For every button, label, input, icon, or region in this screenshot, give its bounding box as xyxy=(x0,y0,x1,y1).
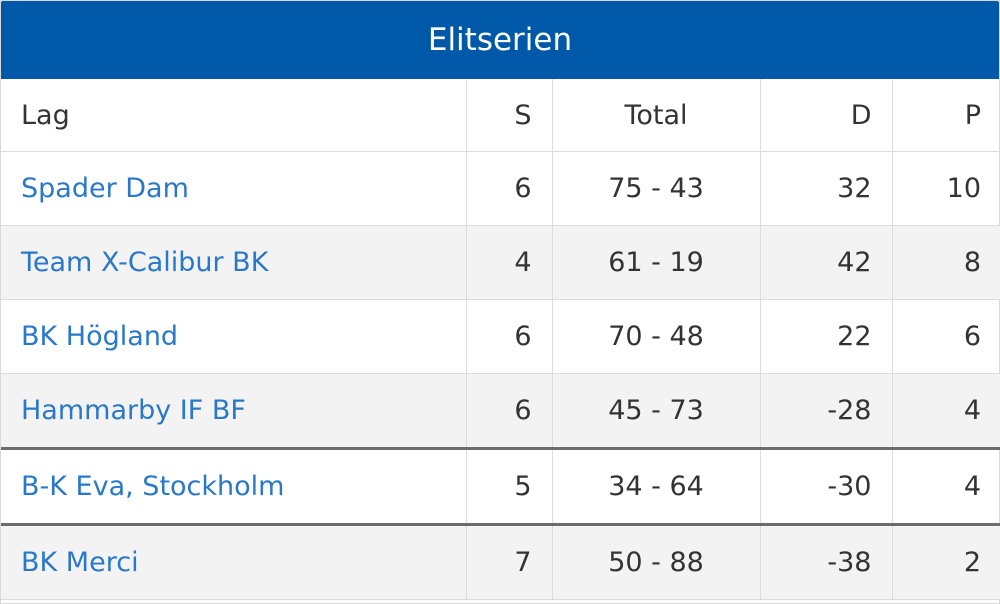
team-cell: Team X-Calibur BK xyxy=(1,225,466,300)
table-row: BK Högland 6 70 - 48 22 6 xyxy=(1,299,1000,374)
team-link[interactable]: Team X-Calibur BK xyxy=(21,247,269,278)
team-cell: B-K Eva, Stockholm xyxy=(1,447,466,525)
team-cell: BK Högland xyxy=(1,299,466,374)
team-cell: BK Merci xyxy=(1,523,466,600)
played-cell: 6 xyxy=(465,151,552,226)
table-row: Hammarby IF BF 6 45 - 73 -28 4 xyxy=(1,373,1000,449)
played-cell: 4 xyxy=(465,225,552,300)
column-header-lag: Lag xyxy=(1,79,466,152)
standings-table: Lag S Total D P Spader Dam 6 75 - 43 32 … xyxy=(1,79,1000,600)
points-cell: 4 xyxy=(891,373,1000,449)
points-cell: 4 xyxy=(891,447,1000,525)
played-cell: 7 xyxy=(465,523,552,600)
table-header-row: Lag S Total D P xyxy=(1,79,1000,152)
points-cell: 10 xyxy=(891,151,1000,226)
column-header-d: D xyxy=(759,79,892,152)
played-cell: 5 xyxy=(465,447,552,525)
total-cell: 61 - 19 xyxy=(551,225,760,300)
played-cell: 6 xyxy=(465,373,552,449)
diff-cell: -28 xyxy=(759,373,892,449)
team-link[interactable]: Spader Dam xyxy=(21,173,189,204)
team-link[interactable]: BK Högland xyxy=(21,321,179,352)
diff-cell: 42 xyxy=(759,225,892,300)
league-title-text: Elitserien xyxy=(427,22,573,58)
column-header-total: Total xyxy=(551,79,760,152)
total-cell: 75 - 43 xyxy=(551,151,760,226)
diff-cell: -38 xyxy=(759,523,892,600)
diff-cell: -30 xyxy=(759,447,892,525)
team-link[interactable]: Hammarby IF BF xyxy=(21,395,246,426)
total-cell: 50 - 88 xyxy=(551,523,760,600)
diff-cell: 22 xyxy=(759,299,892,374)
points-cell: 8 xyxy=(891,225,1000,300)
points-cell: 2 xyxy=(891,523,1000,600)
team-cell: Hammarby IF BF xyxy=(1,373,466,449)
team-link[interactable]: BK Merci xyxy=(21,547,139,578)
team-cell: Spader Dam xyxy=(1,151,466,226)
table-row: B-K Eva, Stockholm 5 34 - 64 -30 4 xyxy=(1,447,1000,525)
column-header-s: S xyxy=(465,79,552,152)
total-cell: 45 - 73 xyxy=(551,373,760,449)
team-link[interactable]: B-K Eva, Stockholm xyxy=(21,471,285,502)
points-cell: 6 xyxy=(891,299,1000,374)
diff-cell: 32 xyxy=(759,151,892,226)
played-cell: 6 xyxy=(465,299,552,374)
total-cell: 34 - 64 xyxy=(551,447,760,525)
league-title: Elitserien xyxy=(1,1,999,79)
table-row: Spader Dam 6 75 - 43 32 10 xyxy=(1,151,1000,226)
table-row: Team X-Calibur BK 4 61 - 19 42 8 xyxy=(1,225,1000,300)
total-cell: 70 - 48 xyxy=(551,299,760,374)
table-row: BK Merci 7 50 - 88 -38 2 xyxy=(1,523,1000,600)
column-header-p: P xyxy=(891,79,1000,152)
